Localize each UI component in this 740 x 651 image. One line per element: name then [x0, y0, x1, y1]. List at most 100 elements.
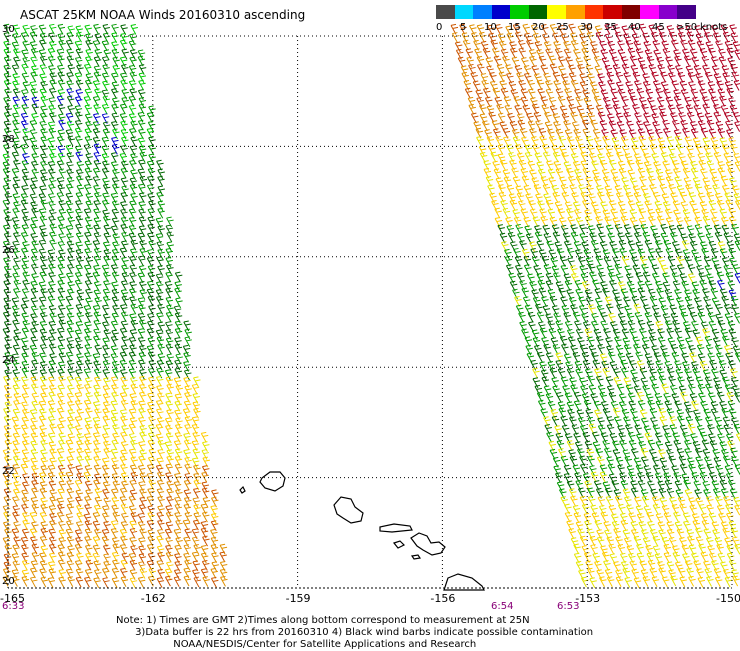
wind-barb [630, 528, 639, 540]
wind-barb [689, 393, 698, 404]
wind-barb [191, 457, 200, 469]
wind-barb [75, 465, 83, 476]
wind-barb [111, 439, 119, 451]
wind-barb [31, 207, 39, 219]
wind-barb [128, 232, 137, 244]
wind-barb [561, 112, 570, 124]
wind-barb [157, 321, 165, 333]
wind-barb [3, 72, 12, 84]
wind-barb [680, 311, 689, 323]
wind-barb [460, 65, 469, 77]
wind-barb [164, 280, 173, 292]
wind-barb [622, 449, 631, 461]
wind-barb [560, 264, 569, 276]
wind-barb [110, 345, 119, 356]
wind-barb [472, 80, 481, 92]
wind-barb [47, 55, 56, 67]
wind-barb [146, 280, 155, 292]
wind-barb [679, 424, 688, 436]
wind-barb [684, 448, 692, 459]
wind-barb [111, 103, 119, 115]
wind-barb [75, 489, 84, 501]
wind-barb [93, 224, 101, 236]
wind-barb [193, 407, 201, 419]
wind-barb [155, 288, 164, 300]
wind-barb [543, 72, 551, 84]
wind-barb [608, 392, 617, 403]
wind-barb [48, 127, 56, 139]
wind-barb [589, 465, 597, 476]
wind-barb [11, 576, 20, 587]
wind-barb [602, 209, 611, 221]
wind-barb [138, 216, 147, 228]
wind-barb [656, 56, 664, 68]
wind-barb [47, 193, 56, 204]
wind-barb [21, 257, 30, 269]
wind-barb [120, 289, 129, 300]
wind-barb [553, 272, 561, 284]
wind-barb [93, 464, 102, 476]
wind-barb [101, 264, 110, 276]
wind-barb [184, 423, 192, 435]
wind-barb [112, 511, 120, 523]
legend-swatch [547, 5, 567, 19]
wind-barb [57, 313, 65, 324]
wind-barb [84, 359, 93, 371]
wind-barb [573, 48, 581, 60]
wind-barb [157, 392, 165, 404]
wind-barb [47, 161, 56, 172]
wind-barb [31, 240, 39, 252]
wind-barb [66, 488, 75, 499]
wind-barb [175, 384, 184, 396]
wind-barb [683, 55, 692, 67]
wind-barb [94, 528, 102, 540]
wind-barb [220, 575, 228, 587]
wind-barb [708, 512, 717, 524]
wind-barb [66, 497, 75, 508]
wind-barb [101, 89, 110, 101]
wind-barb [49, 312, 57, 324]
wind-barb [75, 241, 83, 253]
wind-barb [183, 536, 191, 548]
wind-barb [47, 400, 56, 411]
wind-barb [157, 303, 165, 315]
wind-barb [156, 359, 165, 371]
wind-barb [84, 448, 92, 460]
wind-barb [476, 63, 485, 75]
wind-barb [590, 41, 598, 52]
wind-barb [593, 95, 602, 107]
wind-barb [581, 545, 590, 556]
wind-barb [191, 536, 200, 548]
wind-barb [633, 577, 642, 589]
wind-barb [57, 544, 66, 555]
wind-barb [157, 448, 165, 460]
wind-barb [716, 199, 725, 211]
wind-barb [57, 488, 65, 500]
wind-barb [110, 400, 119, 412]
wind-barb [563, 120, 571, 131]
wind-barb [509, 41, 517, 53]
wind-barb [708, 433, 716, 444]
wind-barb [3, 424, 12, 436]
wind-barb [138, 383, 147, 395]
wind-barb [4, 105, 13, 117]
wind-barb [21, 401, 29, 413]
wind-barb [165, 271, 173, 283]
wind-barb [717, 279, 725, 291]
wind-barb [39, 271, 48, 283]
wind-barb [568, 23, 576, 35]
wind-barb [20, 112, 29, 124]
wind-barb [523, 65, 532, 76]
wind-barb [120, 216, 129, 228]
wind-barb [509, 47, 518, 59]
wind-barb [624, 577, 632, 588]
wind-barb [674, 327, 682, 339]
wind-barb [58, 273, 66, 285]
wind-barb [731, 304, 739, 315]
wind-barb [164, 369, 173, 381]
wind-barb [722, 455, 731, 467]
wind-barb [183, 432, 191, 444]
wind-barb [85, 312, 93, 323]
wind-barb [3, 495, 12, 507]
wind-barb [94, 344, 102, 356]
